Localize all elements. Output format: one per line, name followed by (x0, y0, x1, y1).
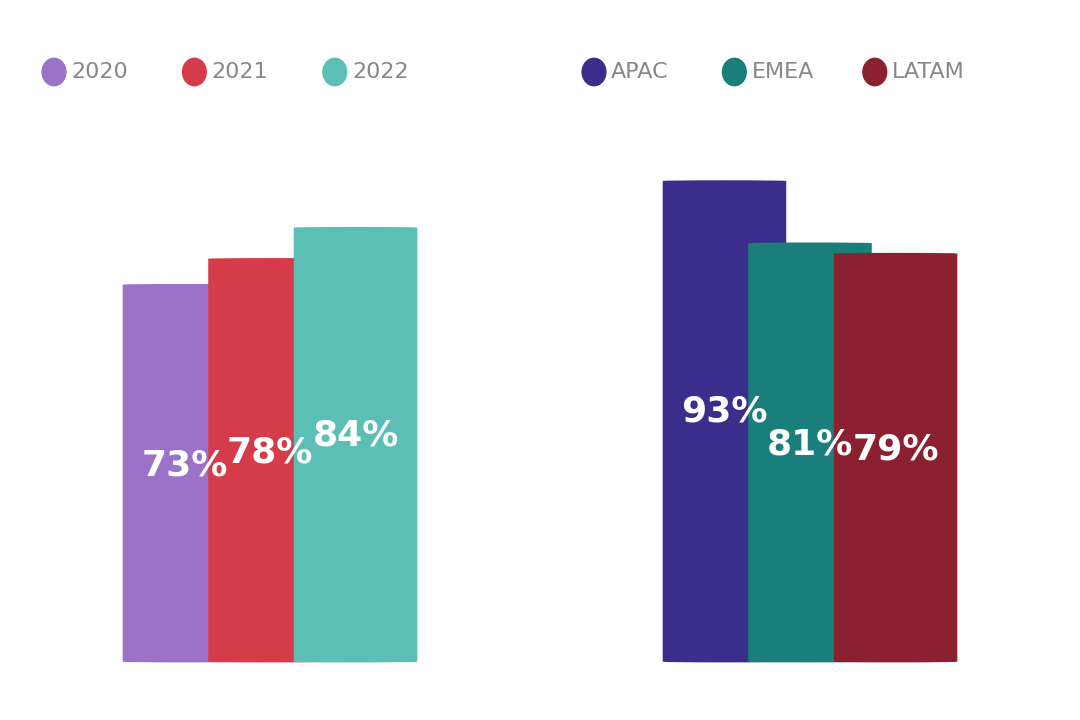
Text: 84%: 84% (312, 419, 399, 453)
FancyBboxPatch shape (663, 180, 786, 662)
FancyBboxPatch shape (123, 284, 246, 662)
Text: 93%: 93% (681, 395, 768, 428)
Text: EMEA: EMEA (752, 62, 814, 82)
Text: APAC: APAC (611, 62, 669, 82)
Text: 81%: 81% (767, 427, 853, 461)
Text: 2021: 2021 (212, 62, 268, 82)
Text: 79%: 79% (852, 433, 939, 467)
Text: 78%: 78% (227, 435, 313, 469)
FancyBboxPatch shape (208, 258, 332, 662)
FancyBboxPatch shape (834, 253, 957, 662)
Text: 73%: 73% (141, 449, 228, 482)
Text: LATAM: LATAM (892, 62, 964, 82)
FancyBboxPatch shape (748, 243, 872, 662)
Text: 2022: 2022 (352, 62, 408, 82)
FancyBboxPatch shape (294, 227, 417, 662)
Text: 2020: 2020 (71, 62, 129, 82)
